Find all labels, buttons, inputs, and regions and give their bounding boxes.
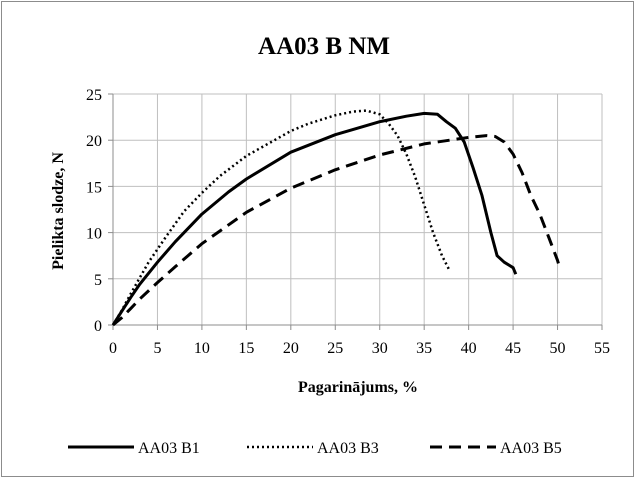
y-tick-label: 0 — [94, 318, 102, 335]
x-tick-labels: 0 5 10 15 20 25 30 35 40 45 50 55 — [109, 340, 610, 357]
x-tick-label: 50 — [550, 340, 566, 357]
grid — [113, 93, 603, 325]
x-tick-label: 0 — [109, 340, 117, 357]
x-tick-label: 45 — [505, 340, 521, 357]
x-tick-label: 15 — [238, 340, 254, 357]
x-axis-label: Pagarinājums, % — [298, 379, 418, 396]
legend-label-2: AA03 B3 — [317, 440, 379, 457]
y-axis-label: Pielikta slodze, N — [50, 152, 67, 270]
legend-label-3: AA03 B5 — [500, 440, 562, 457]
y-tick-label: 15 — [86, 179, 102, 196]
y-tick-label: 25 — [86, 87, 102, 104]
axes — [108, 93, 603, 330]
x-tick-label: 20 — [283, 340, 299, 357]
x-tick-label: 40 — [461, 340, 477, 357]
x-tick-label: 5 — [153, 340, 161, 357]
y-tick-labels: 0 5 10 15 20 25 — [86, 87, 102, 335]
x-tick-label: 55 — [594, 340, 610, 357]
x-tick-label: 30 — [372, 340, 388, 357]
y-tick-label: 5 — [94, 272, 102, 289]
y-tick-label: 10 — [86, 226, 102, 243]
legend-label-1: AA03 B1 — [138, 440, 200, 457]
series-line-2 — [111, 109, 451, 326]
x-tick-label: 35 — [416, 340, 432, 357]
y-tick-label: 20 — [86, 133, 102, 150]
x-tick-label: 10 — [194, 340, 210, 357]
chart-title: AA03 B NM — [258, 33, 390, 60]
series-line-3 — [112, 134, 562, 327]
series-line-1 — [111, 111, 518, 326]
x-tick-label: 25 — [327, 340, 343, 357]
series-lines — [111, 109, 562, 327]
legend: AA03 B1 AA03 B3 AA03 B5 — [68, 440, 562, 457]
